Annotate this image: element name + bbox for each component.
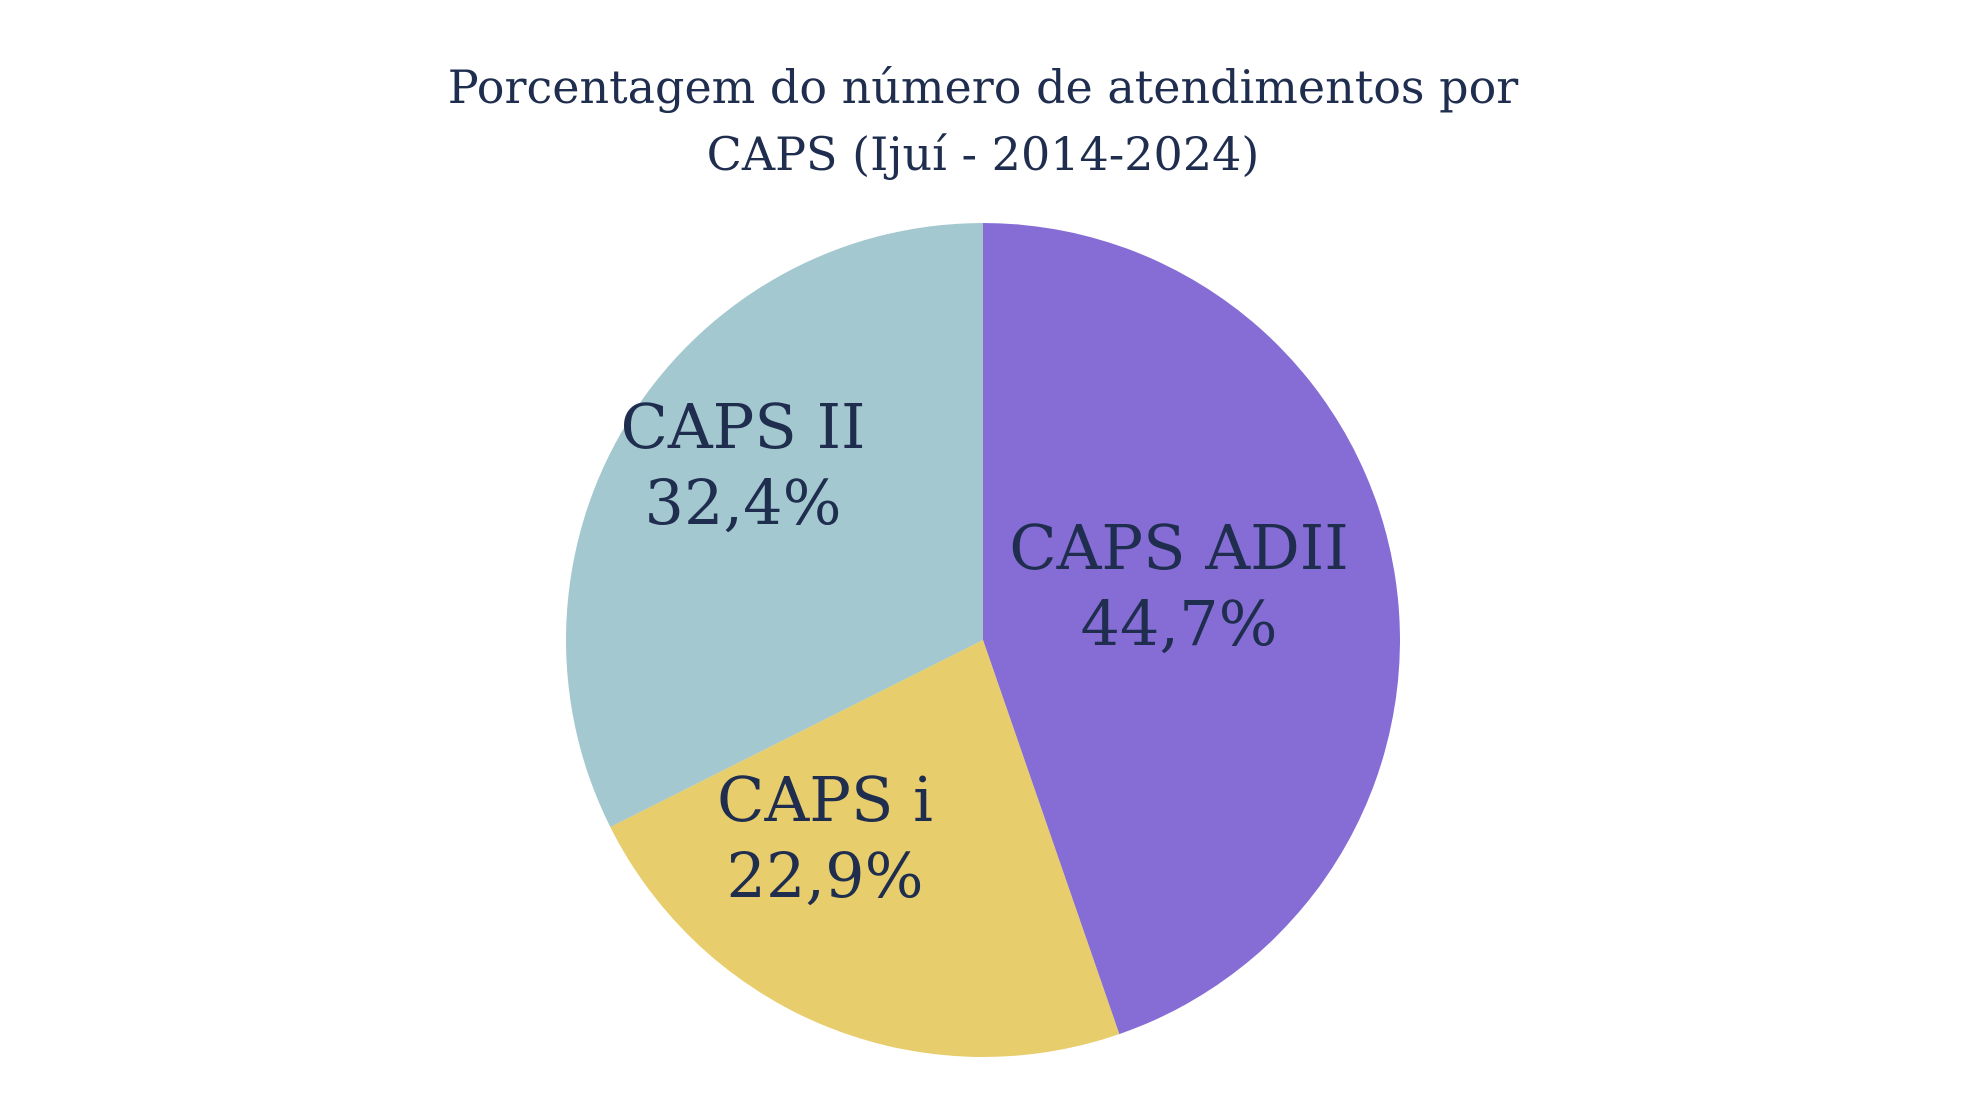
chart-title: Porcentagem do número de atendimentos po…: [448, 60, 1519, 181]
slice-label-value: 22,9%: [727, 839, 924, 912]
pie-slice-caps-adii: [983, 223, 1400, 1035]
pie-slice-caps-i: [610, 640, 1120, 1057]
chart-title-line-1: Porcentagem do número de atendimentos po…: [448, 60, 1519, 114]
slice-label-value: 32,4%: [645, 466, 842, 539]
slice-label-category: CAPS II: [620, 390, 865, 463]
slice-label-value: 44,7%: [1081, 587, 1278, 660]
slice-label-category: CAPS ADII: [1009, 511, 1349, 584]
pie-slices: [565, 223, 1400, 1057]
chart-title-line-2: CAPS (Ijuí - 2014-2024): [707, 127, 1260, 181]
slice-label-category: CAPS i: [717, 763, 933, 836]
pie-slice-caps-ii: [565, 223, 983, 827]
